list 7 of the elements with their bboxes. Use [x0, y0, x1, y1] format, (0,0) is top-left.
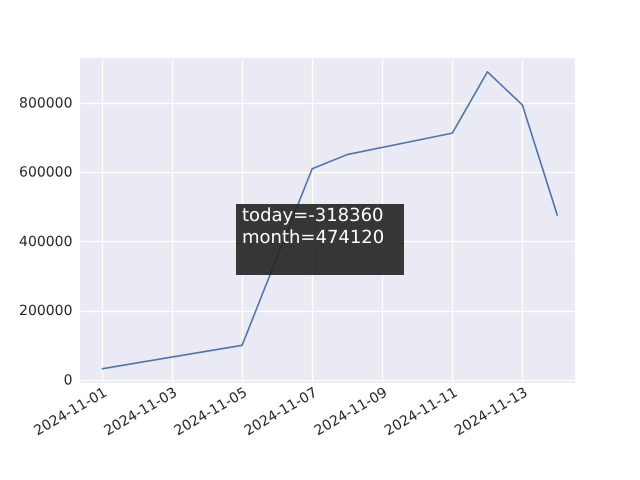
- y-tick-label: 800000: [19, 95, 72, 112]
- y-tick-label: 600000: [19, 164, 72, 181]
- y-tick-label: 200000: [19, 303, 72, 320]
- y-tick-label: 0: [64, 372, 72, 388]
- y-tick-label: 400000: [19, 234, 72, 250]
- annotation: today=-318360 month=474120: [242, 205, 384, 248]
- line-series: [101, 71, 558, 370]
